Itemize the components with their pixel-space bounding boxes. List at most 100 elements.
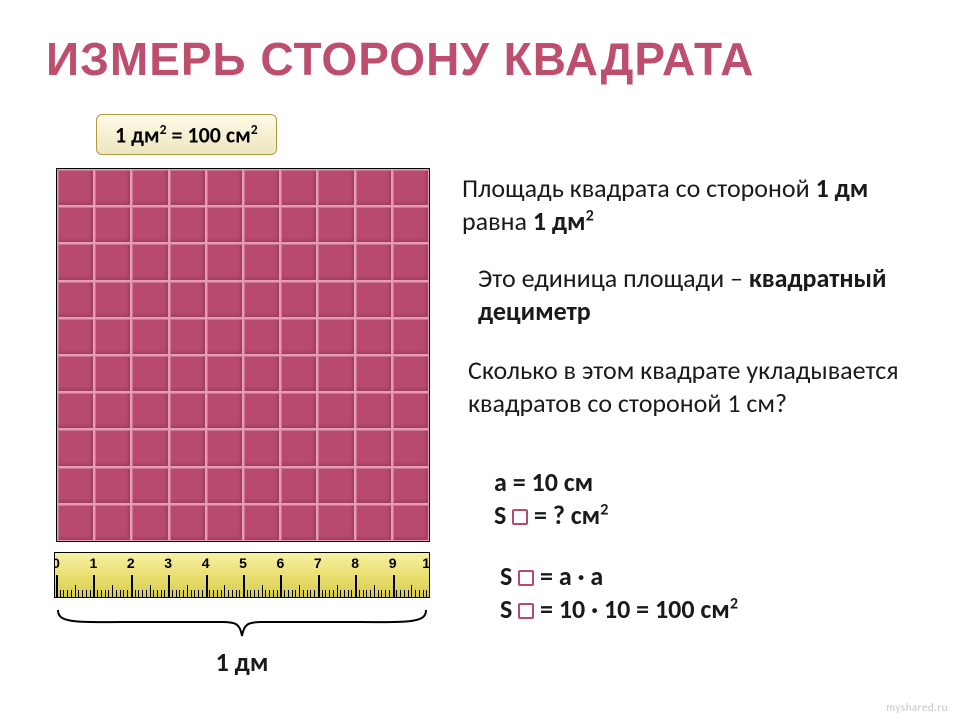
ruler-tick	[303, 590, 304, 597]
grid-cell	[57, 318, 94, 355]
ruler-tick	[135, 590, 136, 597]
grid-cell	[355, 392, 392, 429]
grid-cell	[317, 206, 354, 243]
ruler-tick	[277, 590, 278, 597]
ruler-tick	[370, 590, 371, 597]
ruler-tick	[75, 585, 76, 597]
ruler-label: 6	[276, 555, 284, 571]
ruler-label: 5	[239, 555, 247, 571]
grid-cell	[317, 392, 354, 429]
grid-cell	[392, 169, 429, 206]
ruler-label: 4	[202, 555, 210, 571]
ruler-tick	[318, 575, 320, 597]
ruler-label: 0	[54, 555, 60, 571]
ruler-tick	[385, 590, 386, 597]
grid-cell	[94, 355, 131, 392]
grid-cell	[206, 392, 243, 429]
ruler-tick	[239, 590, 240, 597]
ruler-label: 7	[314, 555, 322, 571]
ruler-tick	[419, 590, 420, 597]
ruler-tick	[236, 590, 237, 597]
grid-cell	[206, 281, 243, 318]
ruler-tick	[108, 590, 109, 597]
sol-l1-prefix: S	[500, 560, 518, 592]
grid-cell	[206, 243, 243, 280]
brace	[56, 608, 428, 638]
grid-cell	[392, 429, 429, 466]
ruler-tick	[82, 590, 83, 597]
grid-cell	[280, 206, 317, 243]
grid-cell	[169, 281, 206, 318]
grid-cell	[280, 318, 317, 355]
grid-cell	[206, 467, 243, 504]
ruler-tick	[411, 585, 412, 597]
ruler-tick	[157, 590, 158, 597]
ruler-tick	[314, 590, 315, 597]
ruler-tick	[120, 590, 121, 597]
grid-cell	[169, 243, 206, 280]
grid-cell	[94, 467, 131, 504]
ruler-label: 10	[422, 555, 430, 571]
ruler-tick	[299, 585, 300, 597]
grid-cell	[131, 243, 168, 280]
grid-cell	[131, 355, 168, 392]
grid-cell	[243, 281, 280, 318]
ruler-label: 9	[389, 555, 397, 571]
ruler-tick	[67, 590, 68, 597]
ruler-tick	[228, 590, 229, 597]
ruler-tick	[176, 590, 177, 597]
square-icon	[512, 509, 528, 525]
grid-cell	[317, 243, 354, 280]
ruler-tick	[292, 590, 293, 597]
ruler-tick	[101, 590, 102, 597]
grid-cell	[206, 169, 243, 206]
ruler-tick	[209, 590, 210, 597]
grid-cell	[94, 281, 131, 318]
grid-cell	[280, 281, 317, 318]
ruler-label: 1	[89, 555, 97, 571]
slide: ИЗМЕРЬ СТОРОНУ КВАДРАТА 1 дм2 = 100 см2 …	[0, 0, 960, 720]
grid-cell	[243, 243, 280, 280]
ruler-tick	[269, 590, 270, 597]
paragraph-unit-name: Это единица площади – квадратный децимет…	[478, 262, 938, 329]
grid-cell	[280, 467, 317, 504]
grid-cell	[169, 169, 206, 206]
ruler-tick	[322, 590, 323, 597]
grid-cell	[317, 281, 354, 318]
grid-cell	[392, 243, 429, 280]
grid-cell	[243, 504, 280, 541]
grid-cell	[280, 169, 317, 206]
ruler-tick	[340, 590, 341, 597]
ruler-ticks: 012345678910	[55, 553, 429, 597]
grid-cell	[392, 281, 429, 318]
ruler-tick	[90, 590, 91, 597]
ruler-tick	[307, 590, 308, 597]
ruler-tick	[194, 590, 195, 597]
grid-cell	[94, 169, 131, 206]
sol-l2-suffix: = 10 · 10 = 100 см2	[534, 593, 738, 625]
ruler-tick	[344, 590, 345, 597]
ruler-tick	[123, 590, 124, 597]
grid-cell	[243, 206, 280, 243]
ruler-tick	[273, 590, 274, 597]
paragraph-given: a = 10 см S = ? см2	[494, 466, 914, 533]
ruler-tick	[374, 585, 375, 597]
grid-cell	[169, 355, 206, 392]
grid-cell	[131, 281, 168, 318]
ruler-tick	[232, 590, 233, 597]
grid-cell	[355, 243, 392, 280]
grid-cell	[131, 392, 168, 429]
ruler-tick	[258, 590, 259, 597]
ruler-tick	[206, 575, 208, 597]
grid-cell	[94, 318, 131, 355]
grid-cell	[280, 243, 317, 280]
ruler-tick	[93, 575, 95, 597]
ruler-tick	[105, 590, 106, 597]
grid-cell	[355, 504, 392, 541]
ruler-tick	[288, 590, 289, 597]
grid-cell	[94, 392, 131, 429]
grid-cell	[94, 429, 131, 466]
grid-cell	[280, 392, 317, 429]
grid-cell	[169, 429, 206, 466]
grid-cell	[206, 318, 243, 355]
